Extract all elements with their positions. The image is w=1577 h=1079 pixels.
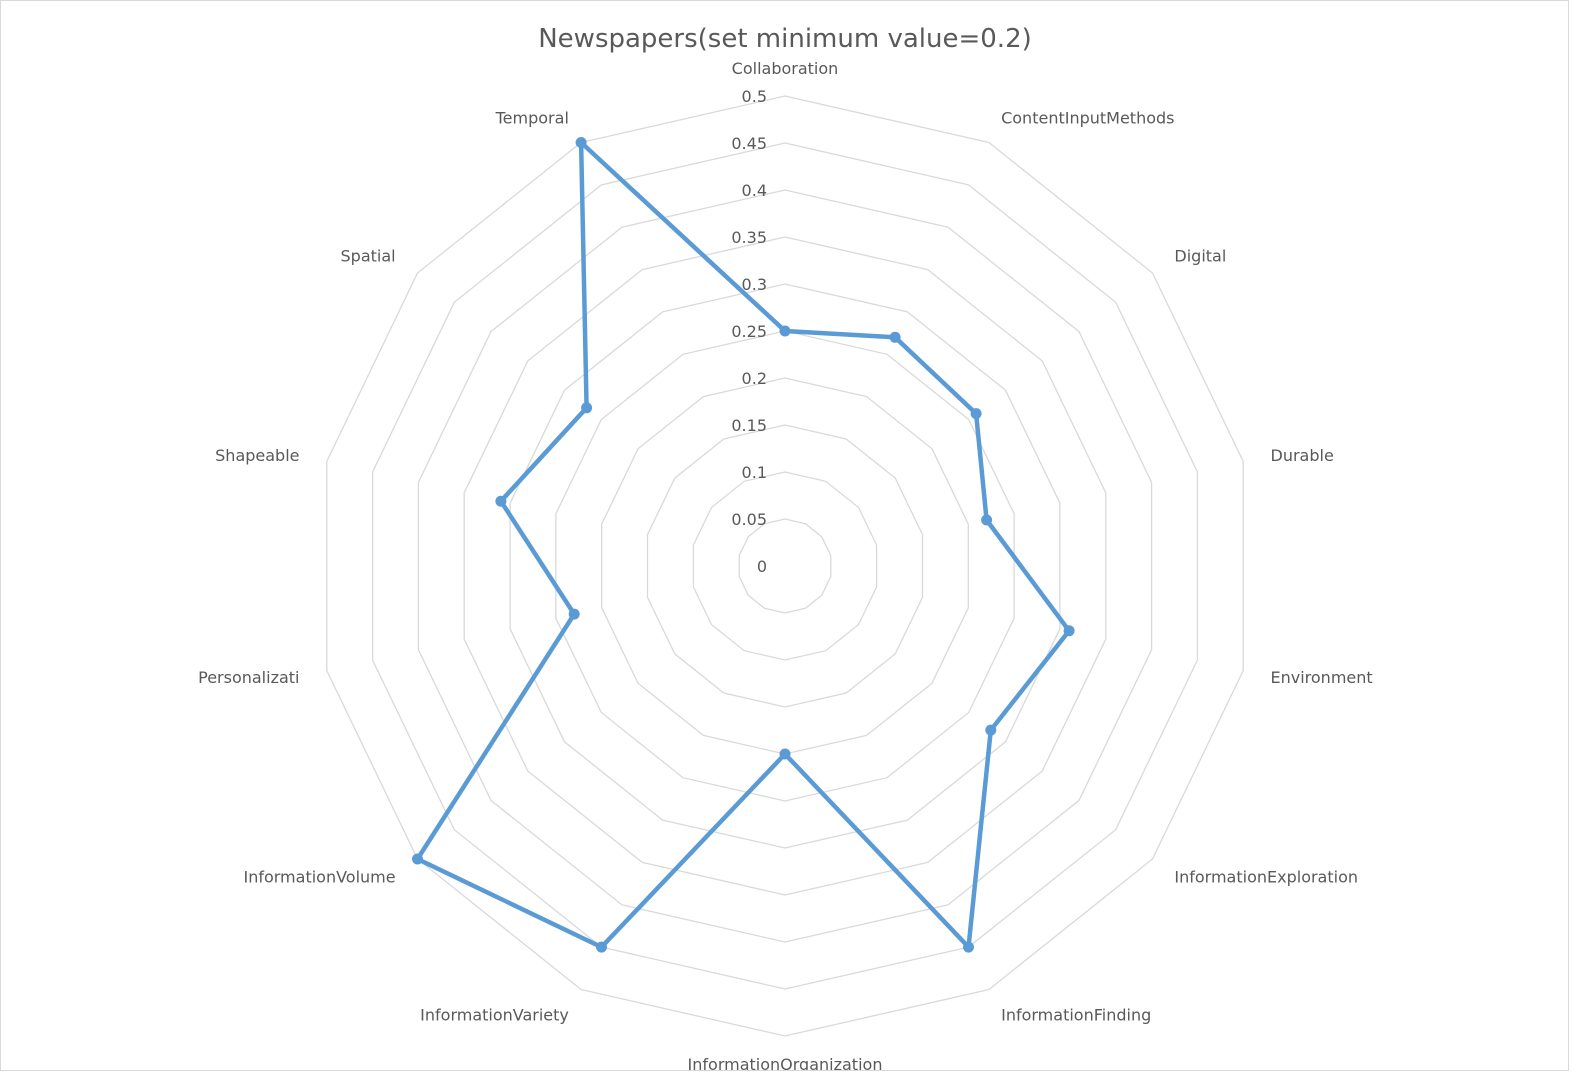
data-point-5 bbox=[985, 724, 997, 736]
grid-ring-6 bbox=[509, 283, 1061, 849]
category-labels: Collaboration ContentInputMethods Digital D… bbox=[198, 59, 1373, 1070]
grid-ring-3 bbox=[646, 424, 924, 708]
tick-label: 0.35 bbox=[731, 228, 767, 247]
data-point-4 bbox=[1063, 625, 1075, 637]
category-label: InformationVariety bbox=[420, 1006, 569, 1025]
data-point-12 bbox=[581, 402, 593, 414]
tick-label: 0.45 bbox=[731, 134, 767, 153]
category-label: ContentInputMethods bbox=[1001, 108, 1174, 127]
data-point-6 bbox=[963, 941, 974, 953]
data-point-10 bbox=[568, 608, 580, 620]
grid-ring-9 bbox=[371, 142, 1199, 990]
data-point-1 bbox=[889, 331, 901, 343]
category-label: Digital bbox=[1174, 247, 1226, 266]
tick-label: 0.4 bbox=[742, 181, 767, 200]
tick-label: 0 bbox=[757, 557, 767, 576]
data-point-0 bbox=[779, 325, 791, 337]
category-label: InformationFinding bbox=[1001, 1006, 1151, 1025]
tick-label: 0.3 bbox=[742, 275, 767, 294]
grid-ring-2 bbox=[692, 471, 878, 661]
grid-ring-4 bbox=[601, 377, 969, 755]
tick-label: 0.2 bbox=[742, 369, 767, 388]
grid-ring-10 bbox=[326, 95, 1244, 1037]
radial-axis-ticks: 0 0.05 0.1 0.15 0.2 0.25 0.3 0.35 0.4 0.45 0.5 bbox=[731, 87, 767, 576]
category-label: Shapeable bbox=[215, 446, 299, 465]
tick-label: 0.5 bbox=[742, 87, 767, 106]
category-label: Environment bbox=[1271, 668, 1373, 687]
grid-ring-8 bbox=[417, 189, 1153, 943]
tick-label: 0.25 bbox=[731, 322, 767, 341]
data-point-9 bbox=[412, 853, 423, 865]
category-label: Durable bbox=[1271, 446, 1334, 465]
tick-label: 0.15 bbox=[731, 416, 767, 435]
data-point-7 bbox=[779, 748, 791, 760]
category-label: Temporal bbox=[495, 108, 569, 127]
tick-label: 0.1 bbox=[742, 463, 767, 482]
data-point-2 bbox=[970, 408, 982, 420]
category-label: Collaboration bbox=[732, 59, 839, 78]
data-point-13 bbox=[575, 137, 587, 148]
grid-ring-1 bbox=[738, 518, 832, 614]
grid-ring-5 bbox=[555, 330, 1015, 802]
grid-ring-7 bbox=[463, 236, 1107, 896]
data-point-11 bbox=[495, 495, 507, 507]
tick-label: 0.05 bbox=[731, 510, 767, 529]
data-point-3 bbox=[981, 514, 993, 526]
radar-grid bbox=[326, 95, 1244, 1037]
series-line bbox=[415, 140, 1072, 950]
category-label: InformationOrganization bbox=[688, 1055, 883, 1070]
category-label: InformationExploration bbox=[1174, 868, 1358, 887]
category-label: InformationVolume bbox=[243, 868, 395, 887]
category-label: Personalizati bbox=[198, 668, 299, 687]
series-layer bbox=[412, 137, 1075, 953]
category-label: Spatial bbox=[341, 247, 396, 266]
chart-title: Newspapers(set minimum value=0.2) bbox=[538, 24, 1032, 54]
data-point-8 bbox=[596, 941, 607, 953]
